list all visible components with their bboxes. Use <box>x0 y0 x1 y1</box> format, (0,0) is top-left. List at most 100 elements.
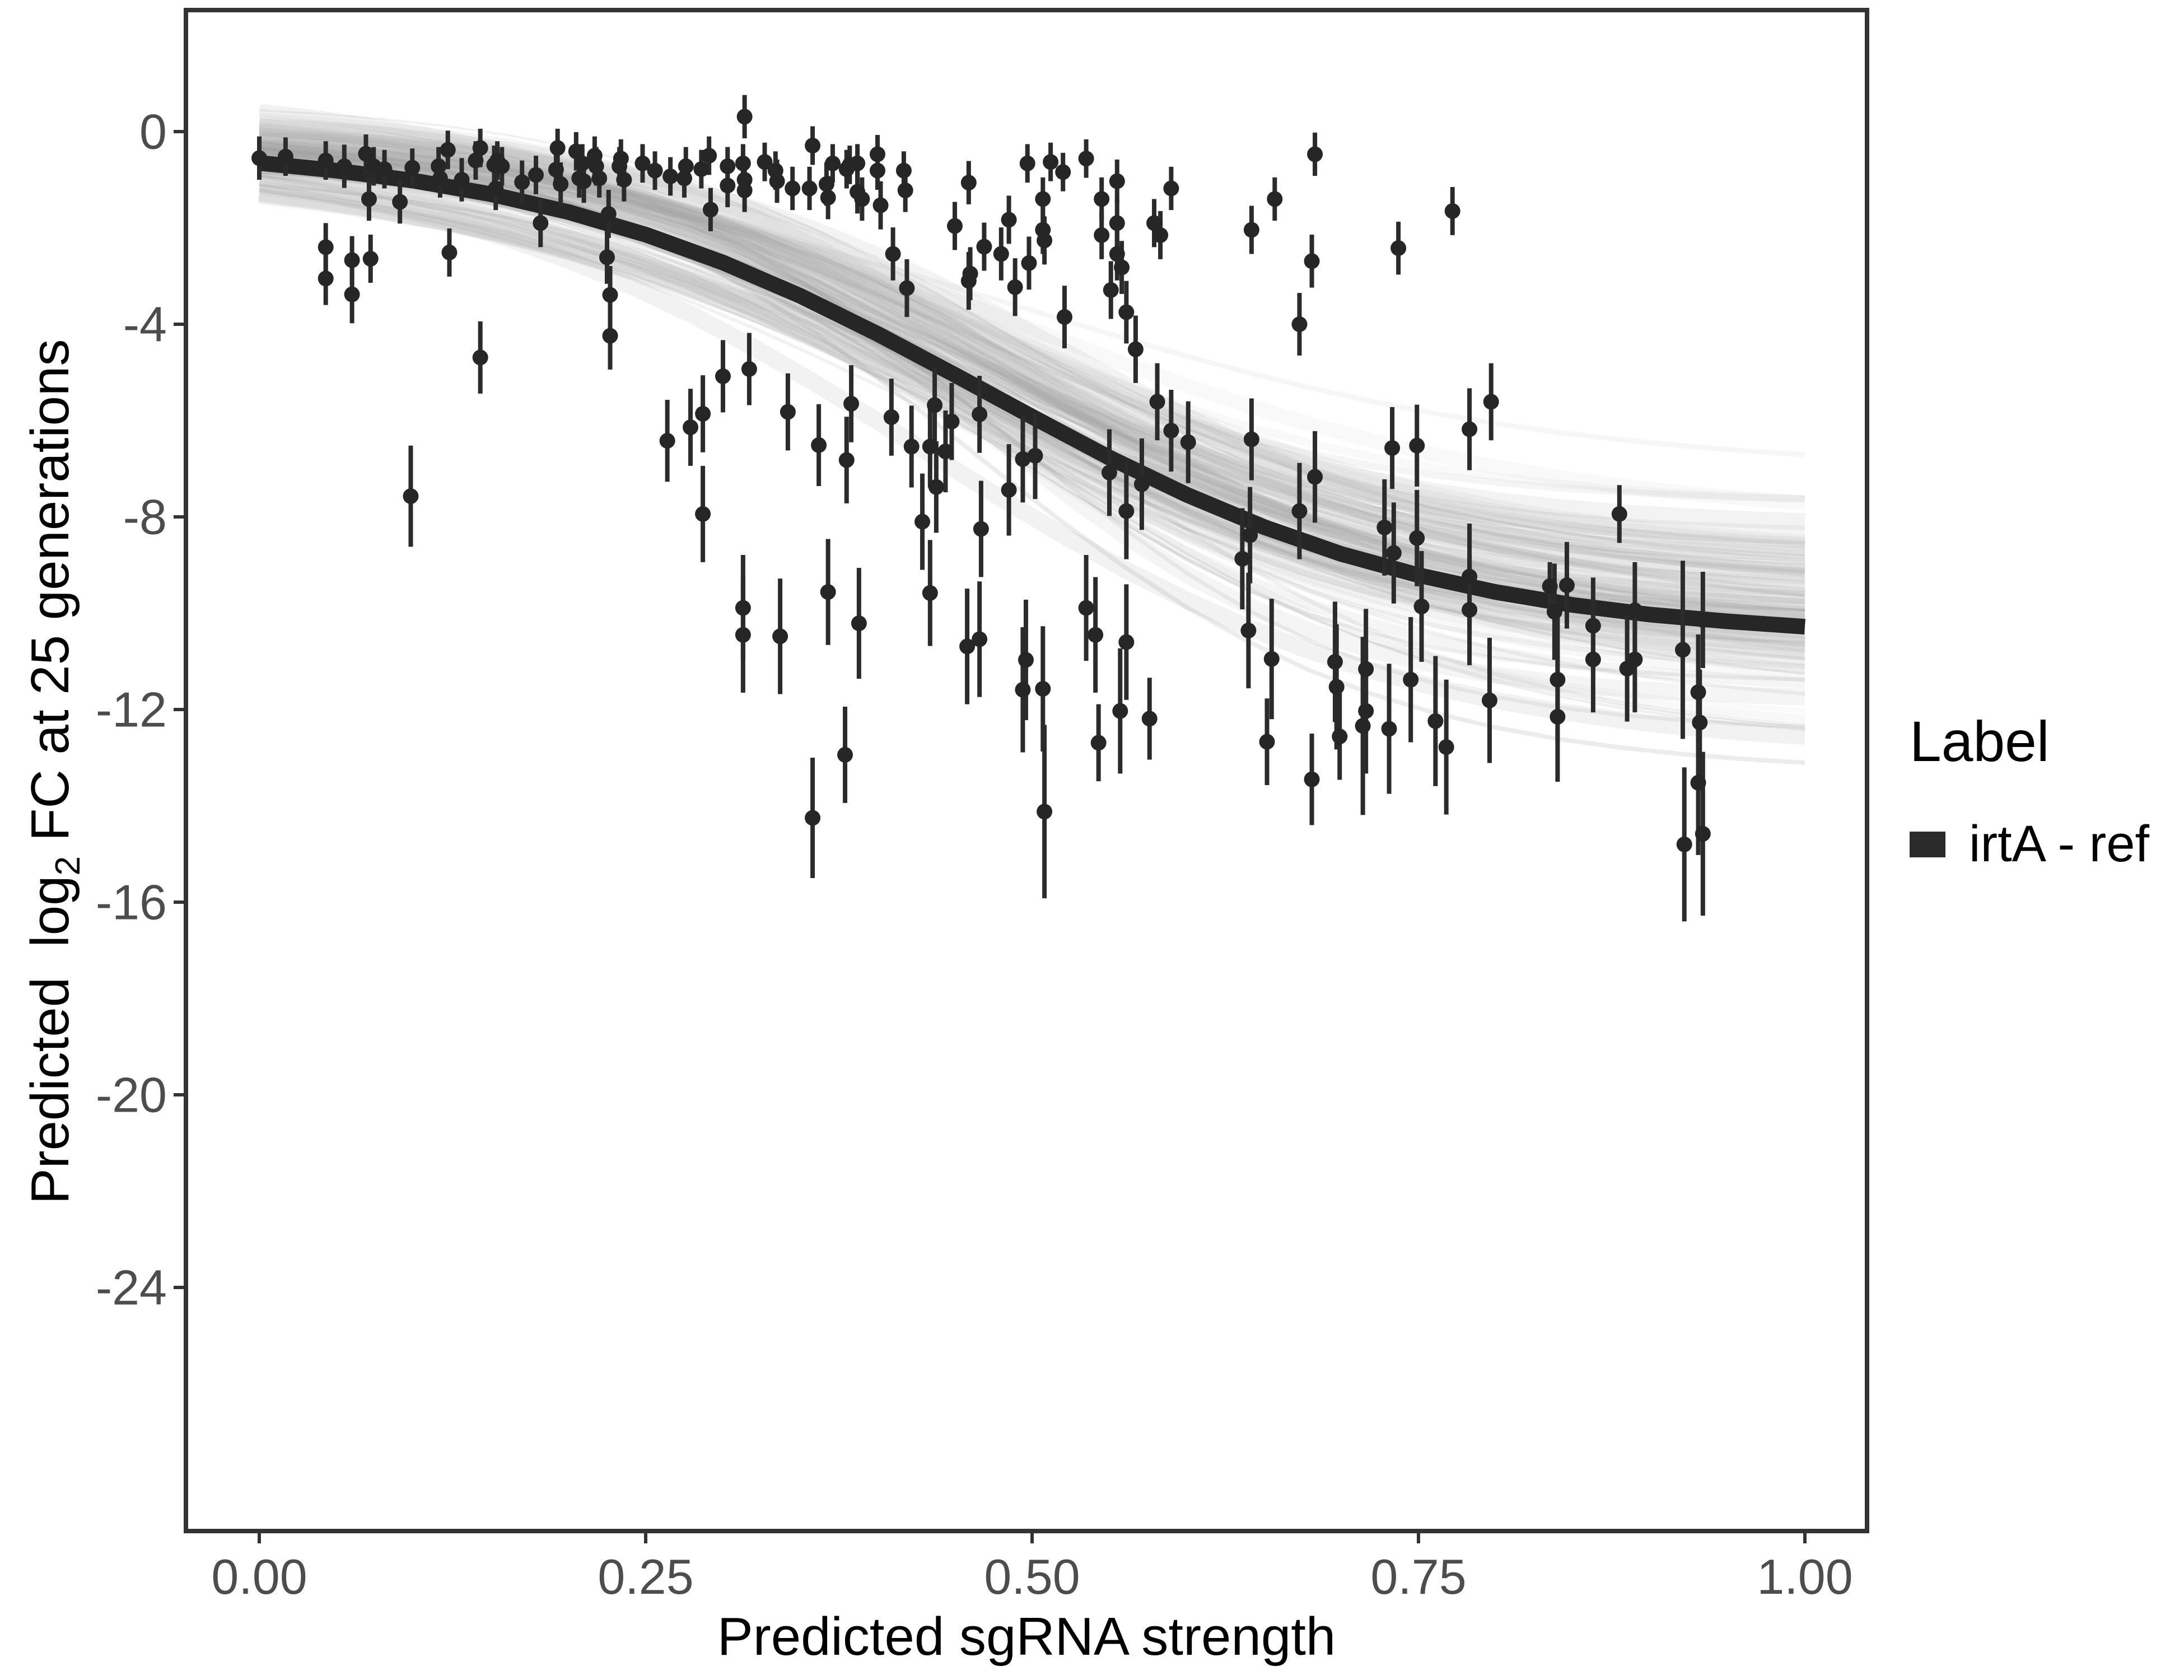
band-curve <box>258 172 1805 598</box>
data-point <box>720 178 736 194</box>
data-point <box>1328 679 1345 695</box>
data-point <box>1376 519 1393 535</box>
data-point <box>1088 627 1104 643</box>
data-point <box>1358 703 1374 719</box>
data-point <box>336 158 352 174</box>
data-point <box>548 161 564 178</box>
band-curve <box>258 188 1805 583</box>
data-point <box>392 194 408 210</box>
data-point <box>1001 212 1017 228</box>
data-point <box>811 437 827 453</box>
data-point <box>962 265 978 282</box>
data-point <box>1413 598 1430 614</box>
data-point <box>780 404 796 420</box>
y-tick-label: -12 <box>96 682 167 738</box>
band-curve <box>258 116 1805 706</box>
band-curve <box>258 132 1805 578</box>
band-curve <box>259 139 1805 530</box>
data-point <box>553 176 569 192</box>
data-point <box>944 413 960 430</box>
data-point <box>1234 550 1250 567</box>
data-point <box>741 361 757 377</box>
data-point <box>1358 661 1374 677</box>
data-point <box>1019 155 1035 171</box>
data-point <box>1163 180 1179 197</box>
data-point <box>1550 671 1566 688</box>
data-point <box>1078 600 1094 616</box>
data-point <box>431 158 447 174</box>
data-point <box>1015 451 1031 467</box>
data-point <box>972 406 988 422</box>
data-point <box>851 615 867 632</box>
data-point <box>772 628 788 645</box>
legend-swatch <box>1910 831 1945 857</box>
data-point <box>432 170 448 186</box>
data-point <box>454 172 470 188</box>
data-point <box>1462 568 1478 585</box>
data-point <box>1462 601 1478 618</box>
data-point <box>1109 215 1125 231</box>
data-point <box>805 137 821 153</box>
data-point <box>676 170 692 186</box>
data-point <box>838 452 855 468</box>
band-curve <box>259 128 1805 577</box>
data-point <box>1384 440 1401 456</box>
band-curve <box>259 133 1805 557</box>
data-point <box>1332 729 1348 745</box>
data-point <box>1118 634 1135 650</box>
data-point <box>318 152 334 169</box>
data-point <box>488 180 504 197</box>
band-curve <box>259 162 1805 502</box>
data-point <box>1243 431 1259 447</box>
data-point <box>662 168 679 184</box>
data-point <box>1674 642 1691 658</box>
band-curve <box>258 192 1805 563</box>
band-curve <box>259 180 1805 713</box>
data-point <box>1118 304 1135 320</box>
data-point <box>736 109 753 125</box>
data-point <box>1152 227 1169 243</box>
data-point <box>1481 692 1497 708</box>
data-point <box>634 155 651 171</box>
band-curve <box>259 140 1805 589</box>
data-point <box>1027 447 1043 464</box>
data-point <box>1118 503 1135 519</box>
data-point <box>1141 711 1158 727</box>
data-point <box>1127 341 1144 357</box>
data-point <box>1102 464 1117 480</box>
data-point <box>1585 651 1601 668</box>
data-point <box>1078 151 1094 167</box>
data-point <box>976 239 992 255</box>
data-point <box>1240 622 1257 638</box>
data-point <box>1037 232 1053 249</box>
data-point <box>1090 735 1107 751</box>
data-point <box>1242 527 1258 543</box>
data-point <box>616 172 632 188</box>
data-point <box>441 244 458 260</box>
data-point <box>599 249 615 265</box>
data-point <box>514 174 530 190</box>
data-point <box>1619 660 1635 676</box>
band-curve <box>259 109 1805 566</box>
data-point <box>922 585 938 601</box>
data-point <box>947 218 963 234</box>
data-point <box>897 182 913 198</box>
data-point <box>1462 421 1478 437</box>
data-point <box>870 146 885 162</box>
data-point <box>1304 771 1320 787</box>
data-point <box>574 155 590 171</box>
data-point <box>647 162 663 179</box>
data-point <box>1037 804 1053 820</box>
y-axis-title: Predicted log2 FC at 25 generations <box>20 212 87 1332</box>
data-point <box>883 409 899 425</box>
band-curve <box>259 160 1805 729</box>
data-point <box>1149 394 1165 410</box>
data-point <box>600 206 617 222</box>
data-point <box>1146 215 1163 231</box>
data-point <box>914 514 931 530</box>
data-point <box>376 161 393 178</box>
data-point <box>1291 503 1308 519</box>
data-point <box>1585 618 1601 634</box>
data-point <box>1133 476 1150 492</box>
